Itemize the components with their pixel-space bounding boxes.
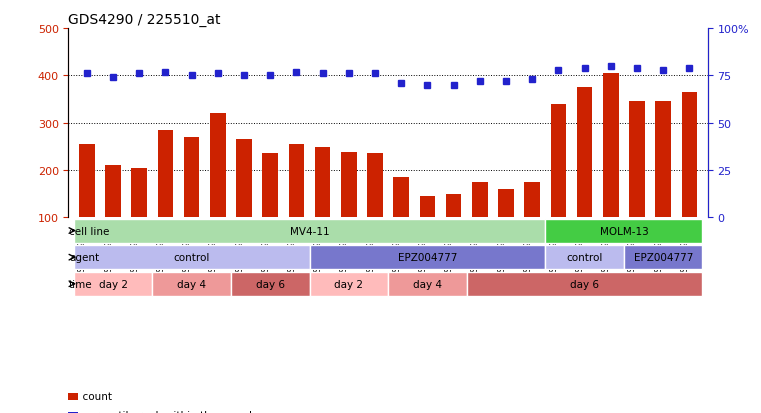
- FancyBboxPatch shape: [74, 246, 310, 270]
- FancyBboxPatch shape: [546, 219, 702, 243]
- Bar: [498, 190, 514, 218]
- Bar: [655, 102, 671, 218]
- Text: agent: agent: [69, 252, 99, 263]
- Bar: [577, 88, 593, 218]
- Text: MOLM-13: MOLM-13: [600, 226, 648, 236]
- Bar: [603, 74, 619, 218]
- Text: time: time: [69, 279, 93, 289]
- FancyBboxPatch shape: [231, 272, 310, 296]
- Bar: [419, 197, 435, 218]
- Bar: [263, 154, 278, 218]
- Text: day 4: day 4: [177, 279, 206, 289]
- Text: day 4: day 4: [413, 279, 442, 289]
- Bar: [210, 114, 226, 218]
- Text: MV4-11: MV4-11: [290, 226, 330, 236]
- FancyBboxPatch shape: [152, 272, 231, 296]
- Text: EPZ004777: EPZ004777: [633, 252, 693, 263]
- FancyBboxPatch shape: [74, 272, 152, 296]
- FancyBboxPatch shape: [74, 219, 546, 243]
- Text: EPZ004777: EPZ004777: [398, 252, 457, 263]
- Text: control: control: [566, 252, 603, 263]
- Bar: [446, 194, 461, 218]
- FancyBboxPatch shape: [624, 246, 702, 270]
- Text: day 2: day 2: [98, 279, 128, 289]
- Bar: [288, 145, 304, 218]
- Bar: [524, 182, 540, 218]
- FancyBboxPatch shape: [310, 246, 546, 270]
- FancyBboxPatch shape: [546, 246, 624, 270]
- Bar: [158, 131, 174, 218]
- Bar: [550, 104, 566, 218]
- Bar: [393, 178, 409, 218]
- Text: control: control: [174, 252, 210, 263]
- Bar: [367, 154, 383, 218]
- FancyBboxPatch shape: [388, 272, 466, 296]
- Bar: [183, 138, 199, 218]
- FancyBboxPatch shape: [466, 272, 702, 296]
- Text: count: count: [76, 392, 112, 401]
- Bar: [236, 140, 252, 218]
- Bar: [472, 182, 488, 218]
- Text: day 6: day 6: [256, 279, 285, 289]
- Text: day 2: day 2: [334, 279, 363, 289]
- Text: percentile rank within the sample: percentile rank within the sample: [76, 410, 259, 413]
- Bar: [132, 168, 147, 218]
- Bar: [341, 152, 357, 218]
- Bar: [682, 93, 697, 218]
- Text: day 6: day 6: [570, 279, 599, 289]
- Bar: [105, 166, 121, 218]
- FancyBboxPatch shape: [310, 272, 388, 296]
- Bar: [315, 148, 330, 218]
- Bar: [629, 102, 645, 218]
- Text: cell line: cell line: [69, 226, 110, 236]
- Text: GDS4290 / 225510_at: GDS4290 / 225510_at: [68, 12, 221, 26]
- Bar: [79, 145, 94, 218]
